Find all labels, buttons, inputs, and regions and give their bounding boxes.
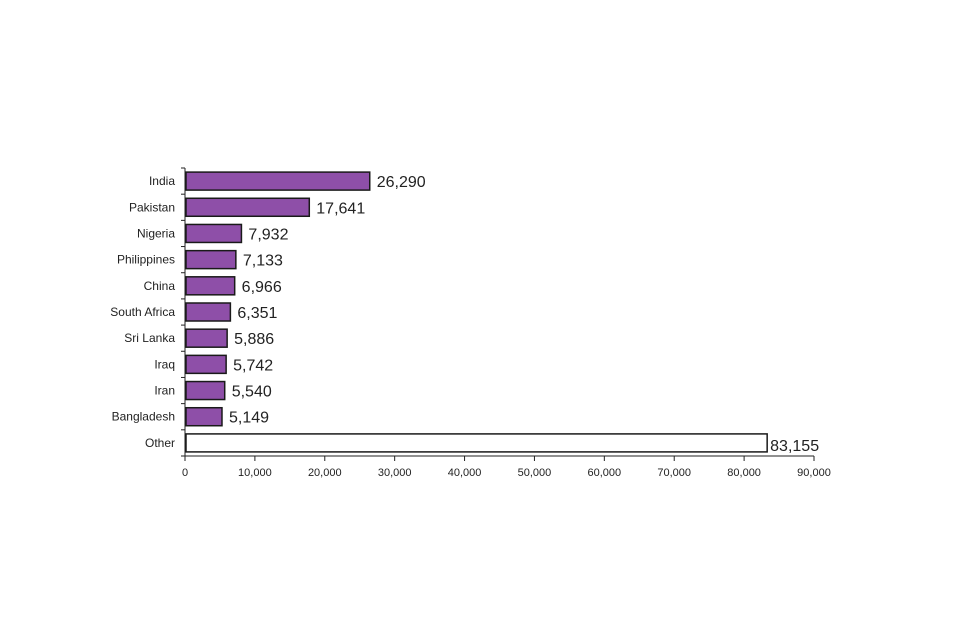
data-label: 26,290 [377,174,426,191]
bar-other [185,433,768,453]
category-label: Philippines [117,253,175,267]
category-label: Other [145,436,175,450]
bar-philippines [185,249,237,270]
bar-bangladesh [185,406,223,427]
x-tick-label: 20,000 [308,467,342,479]
category-label: Nigeria [137,226,175,240]
bar-south-africa [185,302,232,322]
x-tick-label: 60,000 [588,467,622,479]
data-label: 5,149 [229,410,269,427]
bar-india [185,171,371,191]
data-label: 6,966 [242,279,282,296]
bar-pakistan [185,197,311,218]
data-label: 17,641 [316,200,365,217]
category-label: Pakistan [129,200,175,214]
data-label: 83,155 [770,438,819,455]
category-label: Bangladesh [112,410,175,424]
bar-china [185,276,236,296]
category-label: Iraq [154,357,175,371]
x-tick-label: 10,000 [238,467,272,479]
bar-sri-lanka [185,328,228,348]
x-tick-label: 90,000 [797,467,831,479]
data-label: 7,932 [248,226,288,243]
x-tick-label: 40,000 [448,467,482,479]
data-label: 5,886 [234,331,274,348]
data-label: 7,133 [243,253,283,270]
data-label: 6,351 [237,305,277,322]
x-tick-label: 0 [182,467,188,479]
bar-nigeria [185,223,243,244]
category-label: India [149,174,175,188]
bar-iraq [185,354,227,375]
bar-iran [185,380,226,401]
category-label: Iran [154,384,175,398]
x-tick-label: 30,000 [378,467,412,479]
category-label: China [144,279,176,293]
data-label: 5,540 [232,384,272,401]
x-tick-label: 70,000 [657,467,691,479]
x-tick-label: 50,000 [518,467,552,479]
category-label: Sri Lanka [124,331,175,345]
data-label: 5,742 [233,357,273,374]
category-label: South Africa [110,305,175,319]
x-tick-label: 80,000 [727,467,761,479]
